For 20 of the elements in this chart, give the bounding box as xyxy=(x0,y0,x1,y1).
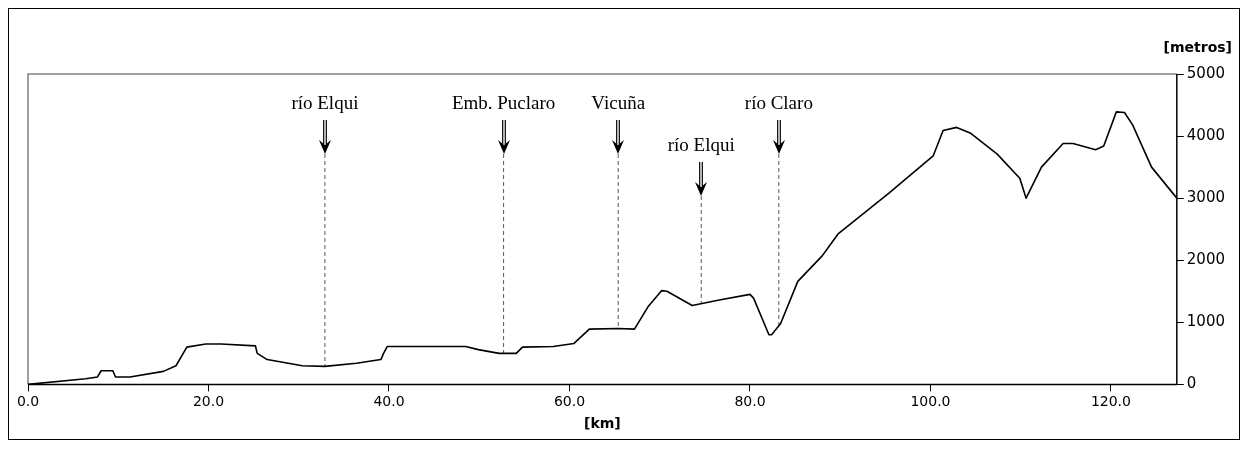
x-tick-label: 20.0 xyxy=(192,393,225,410)
x-axis-title: [km] xyxy=(584,415,621,432)
y-axis-title: [metros] xyxy=(1163,38,1232,55)
x-tick-label: 60.0 xyxy=(553,393,586,410)
ref-line-label: río Elqui xyxy=(291,91,359,113)
x-tick-label: 40.0 xyxy=(373,393,405,410)
x-tick-label: 80.0 xyxy=(734,393,766,410)
x-tick-label: 120.0 xyxy=(1090,393,1131,410)
ref-line-label: río Claro xyxy=(744,91,813,113)
ref-line-label: Emb. Puclaro xyxy=(451,91,556,113)
x-tick-label: 100.0 xyxy=(910,393,951,410)
y-tick-label: 4000 xyxy=(1186,125,1226,144)
y-tick-label: 5000 xyxy=(1186,63,1226,82)
y-tick-label: 0 xyxy=(1186,374,1197,393)
ref-line-label: río Elqui xyxy=(667,133,735,155)
ref-line-label: Vicuña xyxy=(591,91,646,113)
y-tick-label: 1000 xyxy=(1186,312,1226,331)
y-tick-label: 3000 xyxy=(1186,188,1226,207)
x-tick-label: 0.0 xyxy=(16,393,40,410)
y-tick-label: 2000 xyxy=(1186,250,1226,269)
